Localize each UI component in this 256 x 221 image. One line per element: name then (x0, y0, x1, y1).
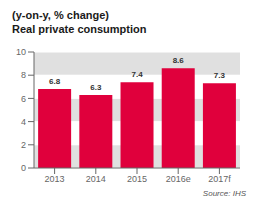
svg-text:2017f: 2017f (208, 174, 231, 184)
svg-text:8: 8 (21, 70, 26, 80)
svg-text:2014: 2014 (86, 174, 106, 184)
svg-text:6: 6 (21, 94, 26, 104)
html-text:Source: IHS: Source: IHS (202, 189, 246, 198)
html-text:Real private consumption: Real private consumption (12, 23, 147, 35)
svg-text:6.8: 6.8 (49, 77, 61, 86)
svg-text:2: 2 (21, 140, 26, 150)
svg-text:2013: 2013 (45, 174, 65, 184)
svg-text:7.4: 7.4 (131, 70, 143, 79)
svg-text:6.3: 6.3 (90, 83, 102, 92)
svg-text:0: 0 (21, 163, 26, 173)
svg-text:2015: 2015 (127, 174, 147, 184)
svg-text:10: 10 (16, 47, 26, 57)
svg-text:8.6: 8.6 (173, 56, 185, 65)
svg-text:2016e: 2016e (166, 174, 191, 184)
svg-text:7.3: 7.3 (214, 71, 226, 80)
html-text:(y-on-y, % change): (y-on-y, % change) (12, 9, 109, 21)
svg-text:4: 4 (21, 117, 26, 127)
